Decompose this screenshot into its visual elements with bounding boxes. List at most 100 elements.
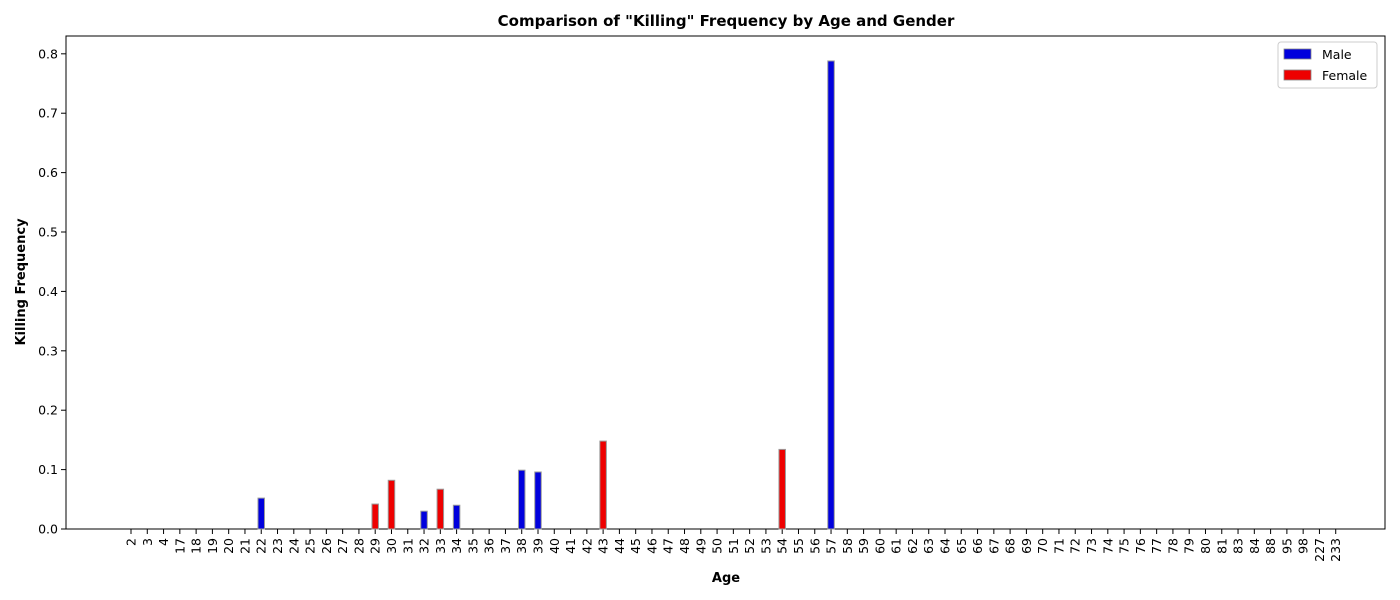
x-tick-label: 53 — [758, 538, 773, 554]
x-tick-label: 55 — [791, 538, 806, 554]
x-tick-label: 18 — [189, 538, 204, 554]
x-tick-label: 81 — [1214, 538, 1229, 554]
x-tick-label: 74 — [1100, 538, 1115, 554]
legend-label-female: Female — [1322, 68, 1368, 83]
x-tick-label: 63 — [921, 538, 936, 554]
x-tick-label: 23 — [270, 538, 285, 554]
x-tick-label: 26 — [319, 538, 334, 554]
x-tick-label: 84 — [1247, 538, 1262, 554]
x-tick-label: 69 — [1019, 538, 1034, 554]
y-tick-label: 0.6 — [38, 165, 58, 180]
x-tick-label: 35 — [465, 538, 480, 554]
x-tick-label: 27 — [335, 538, 350, 554]
x-tick-label: 79 — [1182, 538, 1197, 554]
bar-male-32 — [420, 510, 428, 530]
x-tick-label: 31 — [400, 538, 415, 554]
x-tick-label: 47 — [661, 538, 676, 554]
x-tick-label: 227 — [1312, 538, 1327, 562]
x-tick-label: 78 — [1165, 538, 1180, 554]
x-tick-label: 59 — [856, 538, 871, 554]
x-tick-label: 43 — [596, 538, 611, 554]
x-tick-label: 62 — [905, 538, 920, 554]
y-tick-label: 0.8 — [38, 46, 58, 61]
x-tick-label: 73 — [1084, 538, 1099, 554]
x-tick-label: 42 — [579, 538, 594, 554]
x-tick-label: 54 — [775, 538, 790, 554]
x-tick-label: 34 — [449, 538, 464, 554]
x-tick-label: 72 — [1068, 538, 1083, 554]
x-tick-label: 52 — [742, 538, 757, 554]
x-tick-label: 41 — [563, 538, 578, 554]
x-tick-label: 49 — [693, 538, 708, 554]
x-axis-label: Age — [712, 571, 740, 586]
x-tick-label: 28 — [351, 538, 366, 554]
y-tick-label: 0.7 — [38, 106, 58, 121]
x-tick-label: 4 — [156, 538, 171, 546]
y-tick-label: 0.4 — [38, 284, 58, 299]
x-tick-label: 24 — [286, 538, 301, 554]
x-tick-label: 58 — [840, 538, 855, 554]
x-tick-label: 56 — [807, 538, 822, 554]
x-tick-label: 19 — [205, 538, 220, 554]
x-tick-label: 65 — [954, 538, 969, 554]
x-tick-label: 32 — [417, 538, 432, 554]
bar-female-43 — [599, 440, 607, 530]
x-tick-label: 50 — [710, 538, 725, 554]
bar-male-38 — [517, 469, 526, 530]
y-tick-label: 0.3 — [38, 343, 58, 358]
x-tick-label: 2 — [124, 538, 139, 546]
y-tick-label: 0.2 — [38, 403, 58, 418]
y-tick-label: 0.0 — [38, 522, 58, 537]
x-tick-label: 70 — [1035, 538, 1050, 554]
legend-swatch-female — [1283, 69, 1312, 81]
x-tick-label: 33 — [433, 538, 448, 554]
x-tick-label: 68 — [1003, 538, 1018, 554]
x-tick-label: 21 — [237, 538, 252, 554]
bar-male-34 — [452, 504, 461, 530]
plot-area — [65, 35, 1386, 530]
x-tick-label: 20 — [221, 538, 236, 554]
x-axis: 2 3 4 17 18 19 20 21 22 23 24 25 26 27 28 29 30 31 32 33 34 3… — [124, 529, 1343, 562]
x-tick-label: 67 — [986, 538, 1001, 554]
bar-male-57 — [827, 60, 835, 530]
x-tick-label: 80 — [1198, 538, 1213, 554]
bar-male-39 — [534, 471, 542, 530]
bar-male-22 — [257, 497, 265, 530]
x-tick-label: 45 — [628, 538, 643, 554]
x-tick-label: 30 — [384, 538, 399, 554]
x-tick-label: 233 — [1328, 538, 1343, 562]
x-tick-label: 83 — [1231, 538, 1246, 554]
x-tick-label: 39 — [531, 538, 546, 554]
x-tick-label: 57 — [824, 538, 839, 554]
x-tick-label: 44 — [612, 538, 627, 554]
x-tick-label: 48 — [677, 538, 692, 554]
bars-group — [257, 60, 835, 530]
y-tick-label: 0.5 — [38, 225, 58, 240]
x-tick-label: 66 — [970, 538, 985, 554]
x-tick-label: 71 — [1051, 538, 1066, 554]
chart-title: Comparison of "Killing" Frequency by Age… — [498, 12, 955, 30]
x-tick-label: 40 — [547, 538, 562, 554]
x-tick-label: 75 — [1117, 538, 1132, 554]
x-tick-label: 46 — [644, 538, 659, 554]
x-tick-label: 17 — [172, 538, 187, 554]
x-tick-label: 29 — [368, 538, 383, 554]
x-tick-label: 76 — [1133, 538, 1148, 554]
legend: Male Female — [1277, 41, 1378, 89]
x-tick-label: 95 — [1279, 538, 1294, 554]
legend-swatch-male — [1283, 48, 1312, 60]
x-tick-label: 25 — [303, 538, 318, 554]
x-tick-label: 88 — [1263, 538, 1278, 554]
bar-female-30 — [387, 479, 396, 530]
x-tick-label: 77 — [1149, 538, 1164, 554]
x-tick-label: 22 — [254, 538, 269, 554]
x-tick-label: 38 — [514, 538, 529, 554]
bar-female-54 — [778, 448, 786, 530]
y-axis-label: Killing Frequency — [14, 218, 29, 346]
x-tick-label: 60 — [872, 538, 887, 554]
x-tick-label: 64 — [938, 538, 953, 554]
x-tick-label: 36 — [482, 538, 497, 554]
y-axis: 0.0 0.1 0.2 0.3 0.4 0.5 0.6 0.7 0.8 — [38, 46, 66, 537]
x-tick-label: 37 — [498, 538, 513, 554]
